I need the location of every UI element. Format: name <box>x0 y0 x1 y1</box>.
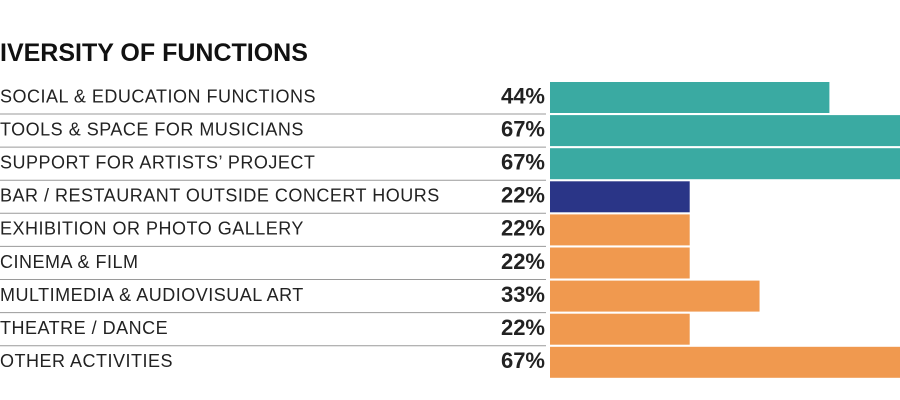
category-label: OTHER ACTIVITIES <box>0 351 173 371</box>
category-label: EXHIBITION OR PHOTO GALLERY <box>0 219 304 239</box>
value-label: 67% <box>501 348 545 373</box>
bar <box>550 346 900 378</box>
value-label: 67% <box>501 150 545 175</box>
chart-title: IVERSITY OF FUNCTIONS <box>0 39 308 67</box>
value-label: 22% <box>501 216 545 241</box>
category-label: TOOLS & SPACE FOR MUSICIANS <box>0 119 304 139</box>
value-label: 67% <box>501 116 545 141</box>
category-label: MULTIMEDIA & AUDIOVISUAL ART <box>0 285 304 305</box>
bar <box>550 247 690 279</box>
bar <box>550 82 830 113</box>
bar <box>550 280 760 312</box>
category-label: SOCIAL & EDUCATION FUNCTIONS <box>0 86 316 106</box>
category-label: THEATRE / DANCE <box>0 318 168 338</box>
value-label: 22% <box>501 315 545 340</box>
bar <box>550 214 690 246</box>
category-label: BAR / RESTAURANT OUTSIDE CONCERT HOURS <box>0 186 440 206</box>
value-label: 22% <box>501 183 545 208</box>
bar <box>550 115 900 147</box>
bar <box>550 181 690 213</box>
bar <box>550 313 690 345</box>
value-label: 44% <box>501 83 545 108</box>
value-label: 33% <box>501 282 545 307</box>
bar <box>550 148 900 180</box>
category-label: CINEMA & FILM <box>0 252 139 272</box>
value-label: 22% <box>501 249 545 274</box>
category-label: SUPPORT FOR ARTISTS’ PROJECT <box>0 152 315 172</box>
